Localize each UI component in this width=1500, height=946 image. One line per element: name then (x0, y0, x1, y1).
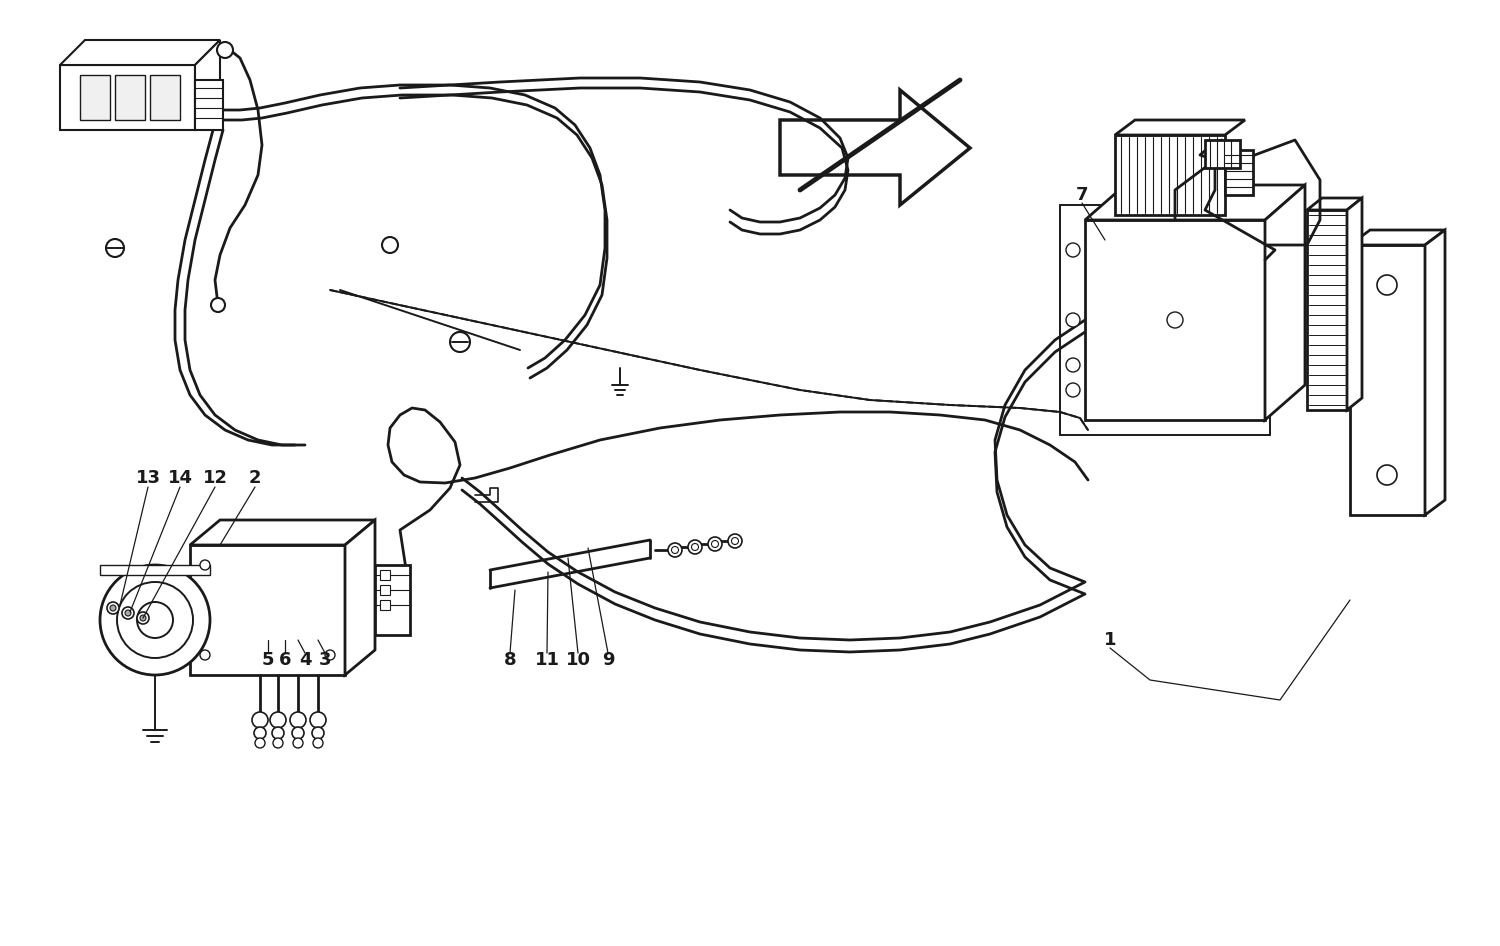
Polygon shape (345, 520, 375, 675)
Circle shape (106, 602, 118, 614)
Polygon shape (1306, 210, 1347, 410)
Bar (195, 80, 223, 130)
Circle shape (290, 712, 306, 728)
Circle shape (252, 712, 268, 728)
Circle shape (326, 650, 334, 660)
Circle shape (672, 547, 678, 553)
Circle shape (122, 607, 134, 619)
Text: 3: 3 (318, 651, 332, 669)
Polygon shape (1306, 198, 1362, 210)
Circle shape (382, 237, 398, 253)
Circle shape (688, 540, 702, 554)
Circle shape (708, 537, 722, 551)
Bar (380, 600, 390, 610)
Circle shape (382, 238, 398, 252)
Text: 2: 2 (249, 469, 261, 487)
Bar (1226, 150, 1252, 195)
Polygon shape (100, 565, 210, 575)
Circle shape (314, 738, 322, 748)
Bar (150, 75, 180, 120)
Circle shape (200, 560, 210, 570)
Text: 1: 1 (1104, 631, 1116, 649)
Polygon shape (60, 65, 195, 130)
Circle shape (106, 239, 124, 257)
Circle shape (1377, 465, 1396, 485)
Circle shape (1066, 358, 1080, 372)
Bar (380, 570, 390, 580)
Circle shape (1066, 313, 1080, 327)
Circle shape (255, 738, 266, 748)
Polygon shape (190, 545, 345, 675)
Text: 8: 8 (504, 651, 516, 669)
Circle shape (140, 615, 146, 621)
Bar (375, 565, 410, 635)
Circle shape (1167, 312, 1184, 328)
Polygon shape (780, 90, 970, 205)
Circle shape (1066, 383, 1080, 397)
Text: 7: 7 (1076, 186, 1088, 204)
Bar (80, 75, 110, 120)
Circle shape (292, 738, 303, 748)
Circle shape (692, 544, 699, 551)
Polygon shape (1347, 198, 1362, 410)
Bar (1204, 140, 1240, 168)
Circle shape (254, 727, 266, 739)
Text: 9: 9 (602, 651, 615, 669)
Circle shape (272, 727, 284, 739)
Bar (116, 75, 146, 120)
Circle shape (110, 605, 116, 611)
Circle shape (728, 534, 742, 548)
Text: 14: 14 (168, 469, 192, 487)
Text: 5: 5 (261, 651, 274, 669)
Circle shape (1066, 243, 1080, 257)
Circle shape (452, 332, 468, 348)
Text: 12: 12 (202, 469, 228, 487)
Polygon shape (1425, 230, 1444, 515)
Circle shape (200, 650, 210, 660)
Bar (380, 585, 390, 595)
Text: 13: 13 (135, 469, 160, 487)
Polygon shape (1114, 120, 1245, 135)
Circle shape (117, 582, 194, 658)
Circle shape (292, 727, 304, 739)
Polygon shape (195, 40, 220, 130)
Polygon shape (1060, 205, 1270, 435)
Circle shape (270, 712, 286, 728)
Circle shape (136, 612, 148, 624)
Text: 10: 10 (566, 651, 591, 669)
Text: 4: 4 (298, 651, 312, 669)
Circle shape (217, 42, 232, 58)
Polygon shape (1084, 220, 1264, 420)
Polygon shape (1264, 185, 1305, 420)
Text: 6: 6 (279, 651, 291, 669)
Polygon shape (190, 520, 375, 545)
Circle shape (668, 543, 682, 557)
Circle shape (711, 540, 718, 548)
Circle shape (732, 537, 738, 545)
Circle shape (124, 610, 130, 616)
Polygon shape (1084, 185, 1305, 220)
Circle shape (312, 727, 324, 739)
Circle shape (450, 332, 470, 352)
Polygon shape (1350, 230, 1444, 245)
Circle shape (310, 712, 326, 728)
Circle shape (211, 298, 225, 312)
Text: 11: 11 (534, 651, 560, 669)
Circle shape (100, 565, 210, 675)
Polygon shape (1350, 245, 1425, 515)
Circle shape (273, 738, 284, 748)
Circle shape (136, 602, 172, 638)
Polygon shape (1114, 135, 1226, 215)
Polygon shape (60, 40, 220, 65)
Circle shape (1377, 275, 1396, 295)
